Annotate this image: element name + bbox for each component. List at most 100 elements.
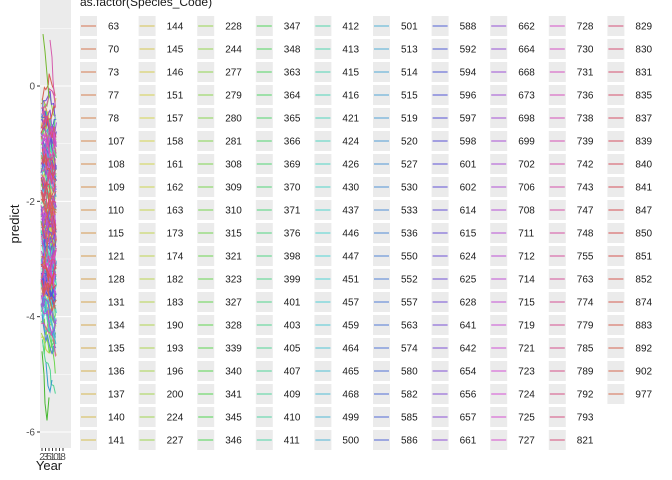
legend-label: 309 <box>225 183 242 194</box>
series-line <box>40 303 57 335</box>
legend-item: 792 <box>548 384 594 404</box>
legend-item: 196 <box>138 361 184 381</box>
legend-item: 446 <box>314 223 360 243</box>
legend-label: 190 <box>167 321 184 332</box>
legend-item: 847 <box>607 200 653 220</box>
legend-label: 413 <box>342 45 359 56</box>
legend-title: as.factor(Species_Code) <box>80 0 212 9</box>
legend-label: 642 <box>460 344 477 355</box>
legend-label: 77 <box>108 91 120 102</box>
legend-item: 712 <box>490 246 535 266</box>
legend-label: 550 <box>401 252 418 263</box>
legend-label: 785 <box>577 344 594 355</box>
legend-label: 412 <box>342 22 359 33</box>
legend-label: 196 <box>167 367 184 378</box>
legend-item: 468 <box>314 384 360 404</box>
legend-label: 107 <box>108 137 125 148</box>
legend-label: 673 <box>518 91 535 102</box>
legend-item: 228 <box>197 16 242 36</box>
legend-item: 785 <box>548 338 594 358</box>
legend-item: 309 <box>197 177 242 197</box>
legend-label: 315 <box>225 229 242 240</box>
legend-item: 144 <box>138 16 184 36</box>
legend-label: 136 <box>108 367 125 378</box>
legend-label: 515 <box>401 91 418 102</box>
legend-item: 308 <box>197 154 242 174</box>
legend-label: 401 <box>284 298 301 309</box>
legend-item: 136 <box>80 361 125 381</box>
legend-label: 426 <box>342 160 359 171</box>
legend-label: 602 <box>460 183 477 194</box>
legend-label: 78 <box>108 114 120 125</box>
legend-label: 328 <box>225 321 242 332</box>
legend-item: 371 <box>255 200 301 220</box>
legend-label: 115 <box>108 229 124 240</box>
legend-label: 596 <box>460 91 477 102</box>
x-tick-label: 2 <box>39 452 45 463</box>
legend-item: 586 <box>373 430 418 450</box>
legend-label: 725 <box>518 413 535 424</box>
legend-item: 412 <box>314 16 360 36</box>
legend-label: 588 <box>460 22 477 33</box>
legend-item: 115 <box>80 223 124 243</box>
series-line <box>40 105 56 134</box>
legend-label: 193 <box>167 344 184 355</box>
legend-item: 410 <box>255 407 301 427</box>
legend-label: 536 <box>401 229 418 240</box>
legend-item: 426 <box>314 154 360 174</box>
legend-label: 664 <box>518 45 535 56</box>
legend-label: 200 <box>167 390 184 401</box>
legend-item: 109 <box>80 177 125 197</box>
legend-item: 459 <box>314 315 360 335</box>
series-line <box>40 191 57 214</box>
series-line <box>40 295 56 325</box>
legend-item: 227 <box>138 430 184 450</box>
legend-label: 585 <box>401 413 418 424</box>
legend-label: 280 <box>225 114 242 125</box>
legend-label: 363 <box>284 68 301 79</box>
legend-item: 364 <box>255 85 301 105</box>
legend-item: 602 <box>431 177 477 197</box>
legend-label: 727 <box>518 436 535 447</box>
legend-label: 739 <box>577 137 594 148</box>
legend-item: 345 <box>197 407 242 427</box>
legend-item: 340 <box>197 361 242 381</box>
legend-item: 151 <box>138 85 184 105</box>
series-line <box>40 318 56 374</box>
legend-item: 457 <box>314 292 360 312</box>
legend-label: 513 <box>401 45 418 56</box>
y-axis-ticks: 0 -2 -4 -6 <box>26 82 40 439</box>
legend-item: 728 <box>548 16 594 36</box>
x-tick-label: 1 <box>50 452 56 463</box>
x-tick-label: 3 <box>43 452 49 463</box>
legend-label: 465 <box>342 367 359 378</box>
legend-item: 724 <box>490 384 535 404</box>
legend-item: 699 <box>490 131 535 151</box>
legend-label: 173 <box>167 229 184 240</box>
legend-item: 515 <box>373 85 418 105</box>
legend-label: 141 <box>108 436 125 447</box>
legend-label: 310 <box>225 206 242 217</box>
legend-item: 719 <box>490 315 535 335</box>
legend-item: 641 <box>431 315 477 335</box>
legend-item: 158 <box>138 131 184 151</box>
legend-label: 656 <box>460 390 477 401</box>
legend-item: 347 <box>255 16 301 36</box>
legend-label: 277 <box>225 68 242 79</box>
series-line <box>41 351 50 421</box>
series-line <box>42 34 50 98</box>
legend-label: 519 <box>401 114 418 125</box>
legend-item: 711 <box>490 223 535 243</box>
legend-label: 597 <box>460 114 477 125</box>
legend-label: 228 <box>225 22 242 33</box>
legend-item: 789 <box>548 361 594 381</box>
y-tick-label: -6 <box>26 428 35 439</box>
legend-label: 421 <box>342 114 359 125</box>
legend-item: 415 <box>314 62 360 82</box>
legend-item: 121 <box>80 246 125 266</box>
legend-item: 821 <box>548 430 594 450</box>
legend-item: 841 <box>607 177 653 197</box>
legend-item: 624 <box>431 246 477 266</box>
legend-label: 500 <box>342 436 359 447</box>
legend-label: 140 <box>108 413 125 424</box>
